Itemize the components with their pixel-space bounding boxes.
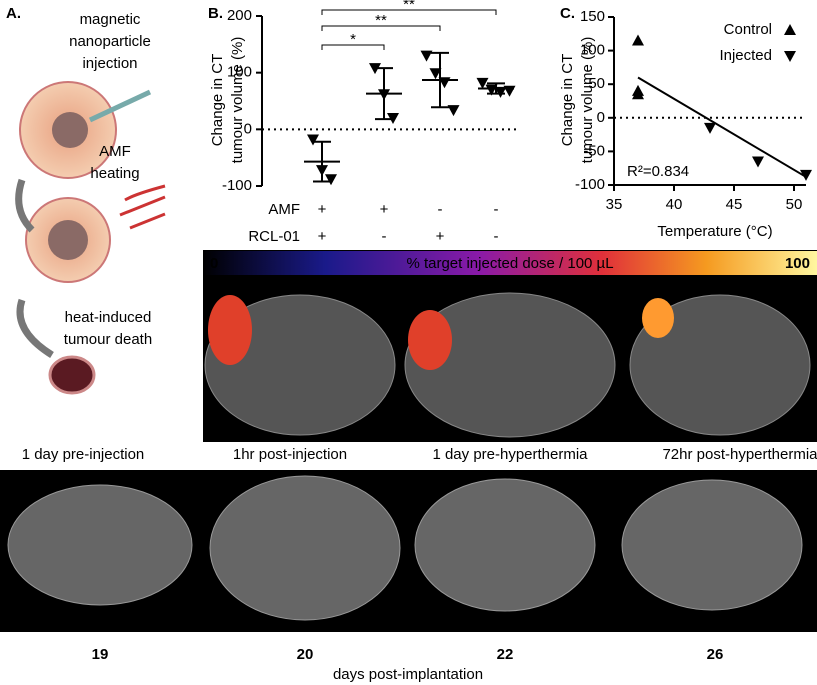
error-bar xyxy=(431,51,449,109)
image-caption: 1hr post-injection xyxy=(233,446,347,463)
step-label: injection xyxy=(82,55,137,72)
step-label: nanoparticle xyxy=(69,33,151,50)
treatment-sign: - xyxy=(494,228,499,245)
y-tick-label: 0 xyxy=(597,109,605,126)
significance-label: ** xyxy=(375,12,387,29)
annotation: R²=0.834 xyxy=(627,163,689,180)
step-label: tumour death xyxy=(64,331,152,348)
colorbar xyxy=(203,251,817,275)
panel-label: C. xyxy=(560,5,575,22)
y-tick-label: -50 xyxy=(583,142,605,159)
significance-label: ** xyxy=(403,0,415,13)
data-point xyxy=(307,134,319,146)
step-label: magnetic xyxy=(80,11,141,28)
fit-line xyxy=(637,76,807,178)
ct-slices-d xyxy=(204,292,811,438)
legend-label: Injected xyxy=(719,47,772,64)
x-tick-label: 35 xyxy=(606,196,623,213)
data-point xyxy=(632,88,644,100)
treatment-sign: - xyxy=(438,201,443,218)
treatment-label: AMF xyxy=(268,201,300,218)
y-tick-label: 0 xyxy=(244,120,252,137)
y-tick-label: 200 xyxy=(227,7,252,24)
treatment-label: RCL-01 xyxy=(248,228,300,245)
legend-marker xyxy=(784,51,796,62)
image-caption: 1 day pre-hyperthermia xyxy=(432,446,588,463)
step-label: AMF xyxy=(99,143,131,160)
error-bar xyxy=(487,82,505,95)
x-tick-label: 40 xyxy=(666,196,683,213)
data-point xyxy=(494,86,507,98)
y-tick-label: 100 xyxy=(580,42,605,59)
significance-label: * xyxy=(350,31,356,48)
treatment-sign: - xyxy=(382,228,387,245)
panel-label: B. xyxy=(208,5,223,22)
data-point xyxy=(800,169,812,181)
y-axis-label: tumour volume (%) xyxy=(229,37,246,164)
day-label: 26 xyxy=(707,646,724,663)
significance-bracket xyxy=(321,25,441,31)
data-point xyxy=(752,156,764,168)
y-tick-label: -100 xyxy=(222,177,252,194)
treatment-sign: + xyxy=(380,201,389,218)
step-label: heat-induced xyxy=(65,309,152,326)
image-caption: 1 day pre-injection xyxy=(22,446,145,463)
colorbar-label: % target injected dose / 100 µL xyxy=(406,255,613,272)
data-point xyxy=(503,85,516,97)
data-point xyxy=(429,68,442,80)
step-label: heating xyxy=(90,165,139,182)
legend-label: Control xyxy=(724,21,772,38)
colorbar-max: 100 xyxy=(785,255,810,272)
image-caption: 72hr post-hyperthermia xyxy=(662,446,817,463)
error-bar xyxy=(313,140,331,183)
panel-label: A. xyxy=(6,5,21,22)
day-label: 20 xyxy=(297,646,314,663)
panel-label: E. xyxy=(6,479,20,496)
y-axis-label: tumour volume (%) xyxy=(579,37,596,164)
data-point xyxy=(325,174,337,186)
data-point xyxy=(420,50,433,62)
x-axis-label: Temperature (°C) xyxy=(657,223,772,240)
significance-bracket xyxy=(321,9,497,15)
panel-label: D. xyxy=(205,285,220,302)
treatment-sign: - xyxy=(494,201,499,218)
y-tick-label: 150 xyxy=(580,8,605,25)
data-point xyxy=(476,77,489,89)
y-axis-label: Change in CT xyxy=(209,54,226,147)
y-tick-label: 50 xyxy=(588,75,605,92)
x-tick-label: 45 xyxy=(726,196,743,213)
y-tick-label: 100 xyxy=(227,64,252,81)
treatment-sign: + xyxy=(318,201,327,218)
legend-marker xyxy=(784,24,796,35)
day-label: 22 xyxy=(497,646,514,663)
x-tick-label: 50 xyxy=(786,196,803,213)
y-tick-label: -100 xyxy=(575,176,605,193)
day-label: 19 xyxy=(92,646,109,663)
data-point xyxy=(447,105,460,117)
panel-a-drawing xyxy=(15,81,166,395)
x-axis-label: days post-implantation xyxy=(333,666,483,683)
error-bar xyxy=(375,67,393,121)
significance-bracket xyxy=(321,44,385,50)
ct-slices-e xyxy=(7,475,803,621)
treatment-sign: + xyxy=(318,228,327,245)
data-point xyxy=(704,122,716,134)
data-point xyxy=(632,34,644,46)
treatment-sign: + xyxy=(436,228,445,245)
data-point xyxy=(485,84,498,96)
y-axis-label: Change in CT xyxy=(559,54,576,147)
colorbar-min: 0 xyxy=(210,255,218,272)
